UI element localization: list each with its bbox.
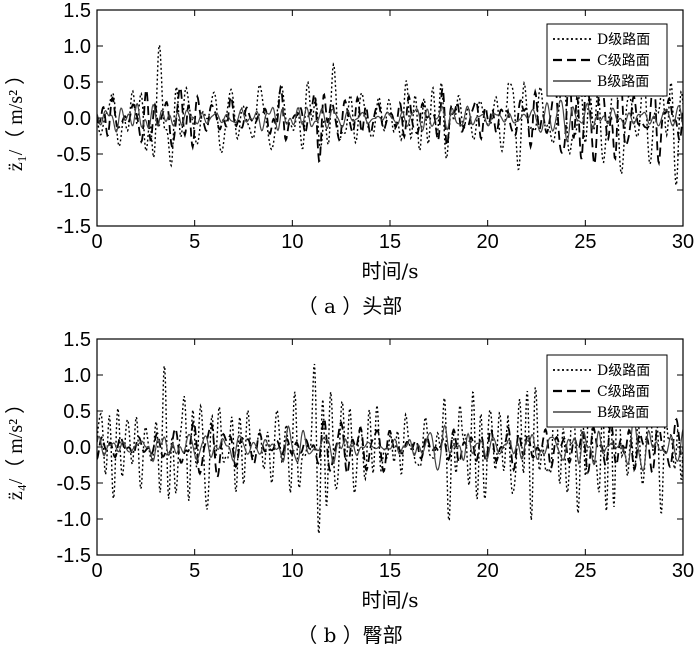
y-tick-label: 1.0 [63,36,91,58]
legend: D级路面 C级路面 B级路面 [546,23,668,97]
series-line-solid [97,99,683,143]
series-group [97,363,683,534]
y-tick-label: -0.5 [57,144,91,166]
x-tick-label: 5 [189,560,200,582]
x-tick-label: 0 [91,231,102,253]
chart-panel-a: 0 5 10 15 20 25 30 1.5 1.0 0.5 0.0 -0.5 -1.0 -1.5 时间/s… [4,0,694,318]
x-tick-label: 15 [379,560,401,582]
x-tick-label: 15 [379,231,401,253]
legend-label: B级路面 [597,74,649,90]
x-tick-label: 0 [91,560,102,582]
x-tick-label: 20 [477,231,499,253]
x-tick-label: 25 [574,231,596,253]
y-tick-label: 1.0 [63,365,91,387]
y-tick-label: 1.5 [63,0,91,22]
y-tick-label: 1.5 [63,329,91,351]
series-line-dotted [97,44,683,186]
series-line-dotted [97,363,683,534]
series-line-solid [97,417,683,472]
y-tick-label: 0.5 [63,72,91,94]
x-axis-label: 时间/s [361,259,418,283]
x-tick-label: 25 [574,560,596,582]
y-tick-label: -1.0 [57,509,91,531]
legend-label: D级路面 [597,32,650,48]
legend-label: C级路面 [597,53,650,69]
x-tick-label: 10 [281,231,303,253]
legend-label: D级路面 [597,363,650,379]
y-axis-label: z̈₁/（ m/s² ） [4,65,27,171]
x-tick-label: 5 [189,231,200,253]
legend-label: C级路面 [597,384,650,400]
y-tick-label: -1.5 [57,216,91,238]
y-tick-label: 0.0 [63,437,91,459]
y-tick-label: -1.5 [57,545,91,567]
x-tick-label: 20 [477,560,499,582]
x-axis-label: 时间/s [361,588,418,612]
y-tick-label: -0.5 [57,473,91,495]
chart-panel-b: 0 5 10 15 20 25 30 1.5 1.0 0.5 0.0 -0.5 -1.0 -1.5 时间/s… [4,329,694,647]
figure-caption: （ a ）头部 [298,294,403,318]
x-tick-label: 30 [672,560,694,582]
figure-caption: （ b ）臀部 [297,623,403,647]
series-line-dashed [97,417,683,480]
legend-label: B级路面 [597,405,649,421]
y-axis-label: z̈₄/（ m/s² ） [4,394,27,500]
y-tick-label: 0.0 [63,108,91,130]
x-tick-label: 30 [672,231,694,253]
y-tick-label: 0.5 [63,401,91,423]
legend: D级路面 C级路面 B级路面 [546,354,668,428]
x-tick-label: 10 [281,560,303,582]
y-tick-label: -1.0 [57,180,91,202]
